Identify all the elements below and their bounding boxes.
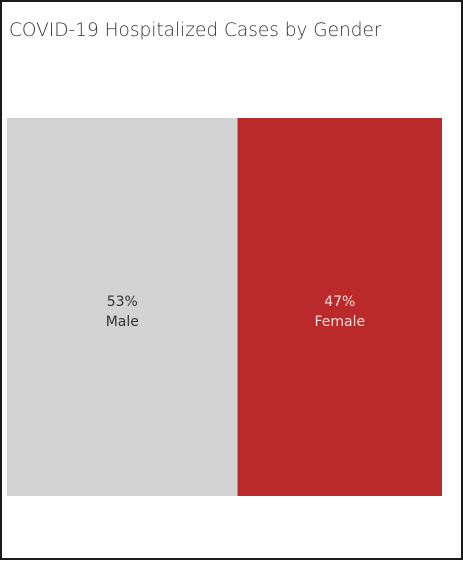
slice-female-percent-label: 47% — [324, 294, 355, 310]
slice-female[interactable] — [237, 118, 442, 496]
slice-male-percent-label: 53% — [107, 294, 138, 310]
chart-title: COVID-19 Hospitalized Cases by Gender — [9, 20, 382, 41]
slice-female-category-label: Female — [314, 314, 365, 330]
slice-male[interactable] — [7, 118, 238, 496]
slice-male-category-label: Male — [106, 314, 139, 330]
